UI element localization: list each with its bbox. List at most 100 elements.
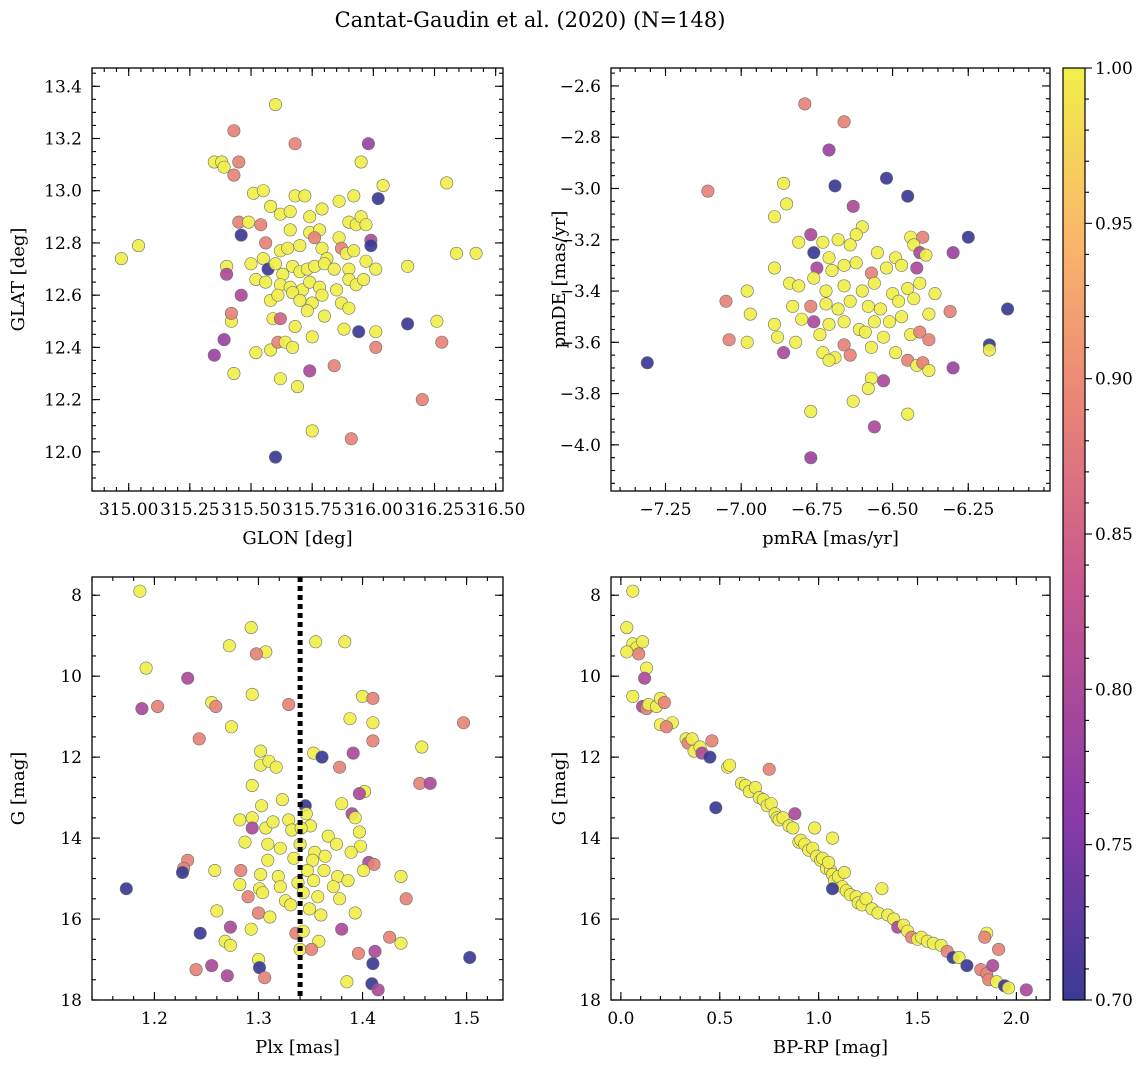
- data-point: [371, 983, 385, 997]
- x-tick-label: 1.2: [141, 1009, 168, 1029]
- data-point: [435, 335, 449, 349]
- data-point: [626, 584, 640, 598]
- data-point: [982, 343, 996, 357]
- data-point: [798, 97, 812, 111]
- data-point: [777, 346, 791, 360]
- axes-frame: [91, 576, 504, 1001]
- data-point: [394, 869, 408, 883]
- data-point: [327, 359, 341, 373]
- data-point: [709, 801, 723, 815]
- panel-bprp-g: 0.0 0.5 1.0 1.5 2.0 8 10 12 14 16 18 BP-RP [mag] G […: [549, 576, 1051, 1058]
- y-axis-label: G [mag]: [549, 752, 570, 825]
- data-point: [813, 328, 827, 342]
- data-point: [792, 235, 806, 249]
- data-point: [767, 210, 781, 224]
- data-point: [638, 671, 652, 685]
- data-point: [767, 317, 781, 331]
- data-point: [740, 284, 754, 298]
- data-point: [913, 325, 927, 339]
- data-point: [314, 908, 328, 922]
- data-point: [895, 258, 909, 272]
- data-point: [792, 279, 806, 293]
- data-point: [233, 878, 247, 892]
- x-tick-label: 1.5: [453, 1009, 480, 1029]
- data-point: [804, 404, 818, 418]
- data-point: [273, 841, 287, 855]
- data-point: [205, 959, 219, 973]
- data-point: [394, 936, 408, 950]
- panel-pmra-pmde: −7.25 −7.00 −6.75 −6.50 −6.25 −4.0 −3.8 −3.6 −3.…: [549, 67, 1051, 549]
- x-tick-label: −6.75: [791, 500, 843, 520]
- data-point: [870, 246, 884, 260]
- x-tick-label: 315.25: [160, 500, 219, 520]
- data-point: [290, 380, 304, 394]
- data-point: [220, 267, 234, 281]
- data-point: [353, 839, 367, 853]
- data-point: [317, 309, 331, 323]
- axes-frame: [610, 576, 1051, 1001]
- data-point: [626, 689, 640, 703]
- colorbar-tick-label: 0.95: [1095, 214, 1133, 234]
- data-point: [620, 621, 634, 635]
- data-point: [303, 210, 317, 224]
- y-tick-label: 16: [579, 910, 601, 930]
- data-point: [366, 957, 380, 971]
- y-tick-label: 12: [60, 748, 82, 768]
- data-point: [315, 202, 329, 216]
- data-point: [659, 720, 673, 734]
- y-tick-label: 13.4: [44, 77, 82, 97]
- data-point: [307, 874, 321, 888]
- data-point: [357, 272, 371, 286]
- data-point: [259, 236, 273, 250]
- data-point: [430, 314, 444, 328]
- data-point: [347, 189, 361, 203]
- data-point: [342, 301, 356, 315]
- data-point: [364, 239, 378, 253]
- data-point: [369, 262, 383, 276]
- y-tick-label: 12: [579, 748, 601, 768]
- data-point: [233, 813, 247, 827]
- data-point: [828, 179, 842, 193]
- data-point: [256, 184, 270, 198]
- data-point: [348, 906, 362, 920]
- data-point: [283, 205, 297, 219]
- x-axis-label: Plx [mas]: [255, 1037, 340, 1058]
- data-point: [961, 230, 975, 244]
- data-point: [808, 821, 822, 835]
- data-point: [223, 938, 237, 952]
- data-point: [825, 831, 839, 845]
- data-point: [357, 863, 371, 877]
- data-point: [332, 194, 346, 208]
- data-point: [217, 333, 231, 347]
- data-point: [861, 381, 875, 395]
- data-point: [303, 364, 317, 378]
- data-point: [703, 750, 717, 764]
- data-point: [269, 760, 283, 774]
- data-point: [743, 307, 757, 321]
- data-point: [895, 310, 909, 324]
- data-point: [867, 315, 881, 329]
- colorbar-tick-label: 0.80: [1095, 680, 1133, 700]
- data-point: [946, 246, 960, 260]
- data-point: [369, 325, 383, 339]
- y-axis-label: G [mag]: [8, 752, 29, 825]
- data-point: [335, 922, 349, 936]
- data-point: [308, 231, 322, 245]
- y-tick-label: −3.6: [560, 333, 601, 353]
- data-point: [254, 218, 268, 232]
- x-tick-label: 1.3: [245, 1009, 272, 1029]
- data-point: [892, 294, 906, 308]
- y-tick-label: −3.2: [560, 231, 601, 251]
- data-point: [849, 256, 863, 270]
- data-point: [780, 197, 794, 211]
- x-tick-label: −6.50: [867, 500, 919, 520]
- x-tick-label: 316.50: [466, 500, 525, 520]
- data-point: [873, 302, 887, 316]
- data-point: [261, 853, 275, 867]
- data-point: [825, 882, 839, 896]
- data-point: [268, 257, 282, 271]
- data-point: [238, 835, 252, 849]
- x-tick-label: 0.0: [607, 1009, 634, 1029]
- data-point: [241, 890, 255, 904]
- data-point: [321, 829, 335, 843]
